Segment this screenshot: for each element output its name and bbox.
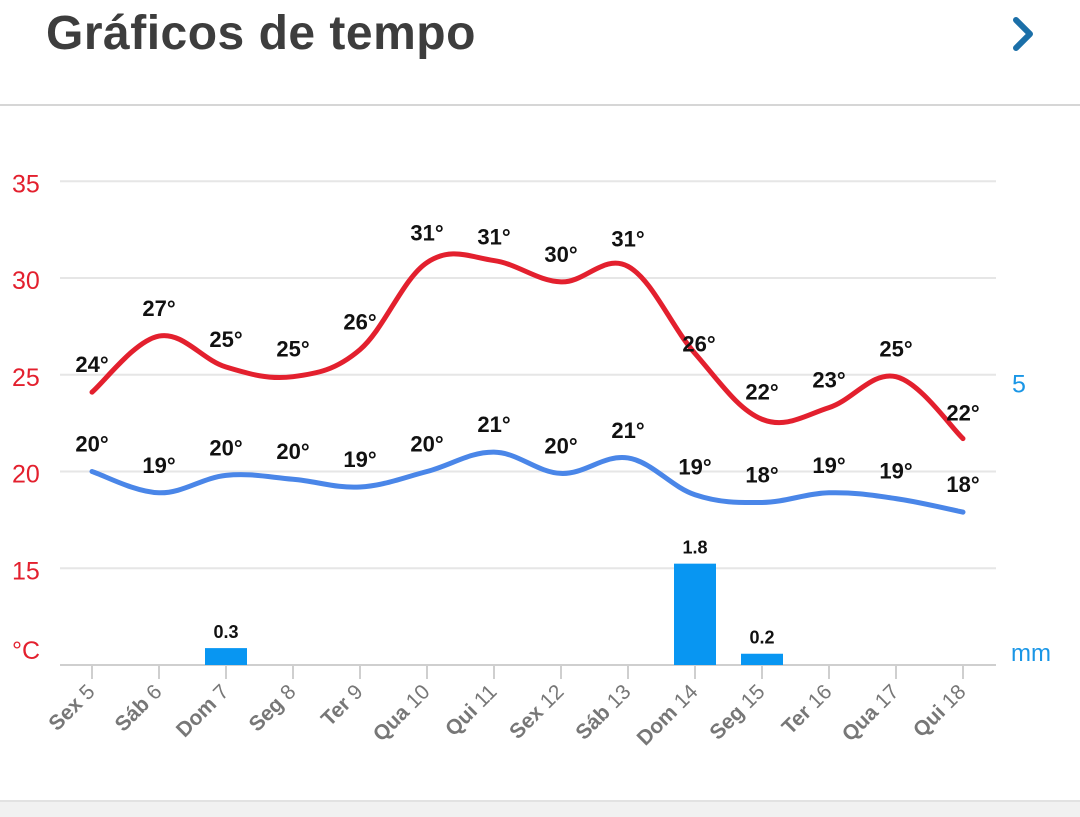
min-temp-label: 19° [678, 455, 711, 480]
max-temp-label: 24° [75, 352, 108, 377]
min-temp-label: 20° [75, 432, 108, 457]
max-temp-label: 25° [276, 337, 309, 362]
max-temp-label: 31° [410, 221, 443, 246]
x-tick-label: Sex 5 [44, 680, 99, 735]
x-tick-label: Seg 15 [705, 680, 769, 744]
y-tick-label: 35 [12, 170, 40, 198]
footer-divider [0, 800, 1080, 817]
x-tick-label: Dom 7 [172, 680, 234, 742]
max-temp-label: 26° [343, 310, 376, 335]
x-tick-label: Qua 17 [838, 680, 904, 746]
y-tick-label: 25 [12, 364, 40, 392]
x-tick-label: Ter 16 [778, 680, 837, 739]
x-tick-label: Dom 14 [633, 680, 703, 750]
precip-bar [205, 648, 247, 665]
min-temp-label: 18° [946, 472, 979, 497]
y-tick-label: 30 [12, 267, 40, 295]
precip-bar-label: 0.2 [749, 628, 774, 648]
precip-bar-label: 0.3 [213, 622, 238, 642]
min-temp-label: 19° [812, 453, 845, 478]
min-temp-label: 20° [410, 432, 443, 457]
min-temp-label: 21° [477, 412, 510, 437]
x-tick-label: Qui 11 [441, 680, 502, 741]
max-temp-label: 22° [946, 401, 979, 426]
precip-tick-label: 5 [1012, 371, 1026, 399]
max-temp-label: 31° [477, 225, 510, 250]
y-tick-label: 20 [12, 461, 40, 489]
min-temp-label: 20° [544, 433, 577, 458]
temperature-lines [89, 251, 966, 515]
min-temp-line [89, 449, 966, 515]
min-temp-label: 19° [879, 459, 912, 484]
min-temp-label: 19° [343, 447, 376, 472]
min-temp-label: 20° [276, 439, 309, 464]
max-temp-label: 22° [745, 379, 778, 404]
y-tick-label: 15 [12, 557, 40, 585]
x-tick-label: Ter 9 [317, 680, 368, 731]
chevron-right-icon[interactable] [1004, 12, 1044, 56]
temp-unit-label: °C [12, 637, 40, 665]
x-tick-label: Sáb 13 [571, 680, 635, 744]
weather-chart: 0.3 1.8 0.2 24° 27° 25° 25° 26° 31° 31° 30° 31° 26° 2… [12, 170, 1051, 750]
data-labels: 0.3 1.8 0.2 24° 27° 25° 25° 26° 31° 31° 30° 31° 26° 2… [75, 221, 979, 648]
max-temp-label: 25° [879, 337, 912, 362]
max-temp-label: 31° [611, 226, 644, 251]
max-temp-label: 27° [142, 296, 175, 321]
x-tick-label: Seg 8 [245, 680, 301, 736]
grid [60, 180, 996, 666]
header: Gráficos de tempo [0, 0, 1080, 106]
min-temp-label: 19° [142, 453, 175, 478]
page-title: Gráficos de tempo [46, 7, 476, 60]
precip-unit-label: mm [1011, 640, 1051, 667]
precipitation-bars [205, 563, 783, 665]
min-temp-label: 21° [611, 418, 644, 443]
max-temp-label: 25° [209, 327, 242, 352]
max-temp-label: 30° [544, 242, 577, 267]
x-tick-label: Qua 10 [369, 680, 435, 746]
x-tick-label: Qui 18 [909, 680, 971, 742]
max-temp-label: 26° [682, 331, 715, 356]
precip-bar [674, 563, 716, 665]
max-temp-line [89, 251, 966, 442]
precip-bar-label: 1.8 [682, 538, 707, 558]
x-tick-label: Sáb 6 [111, 680, 167, 736]
min-temp-label: 18° [745, 462, 778, 487]
max-temp-label: 23° [812, 368, 845, 393]
min-temp-label: 20° [209, 435, 242, 460]
x-tick-label: Sex 12 [505, 680, 568, 743]
precip-bar [741, 653, 783, 665]
